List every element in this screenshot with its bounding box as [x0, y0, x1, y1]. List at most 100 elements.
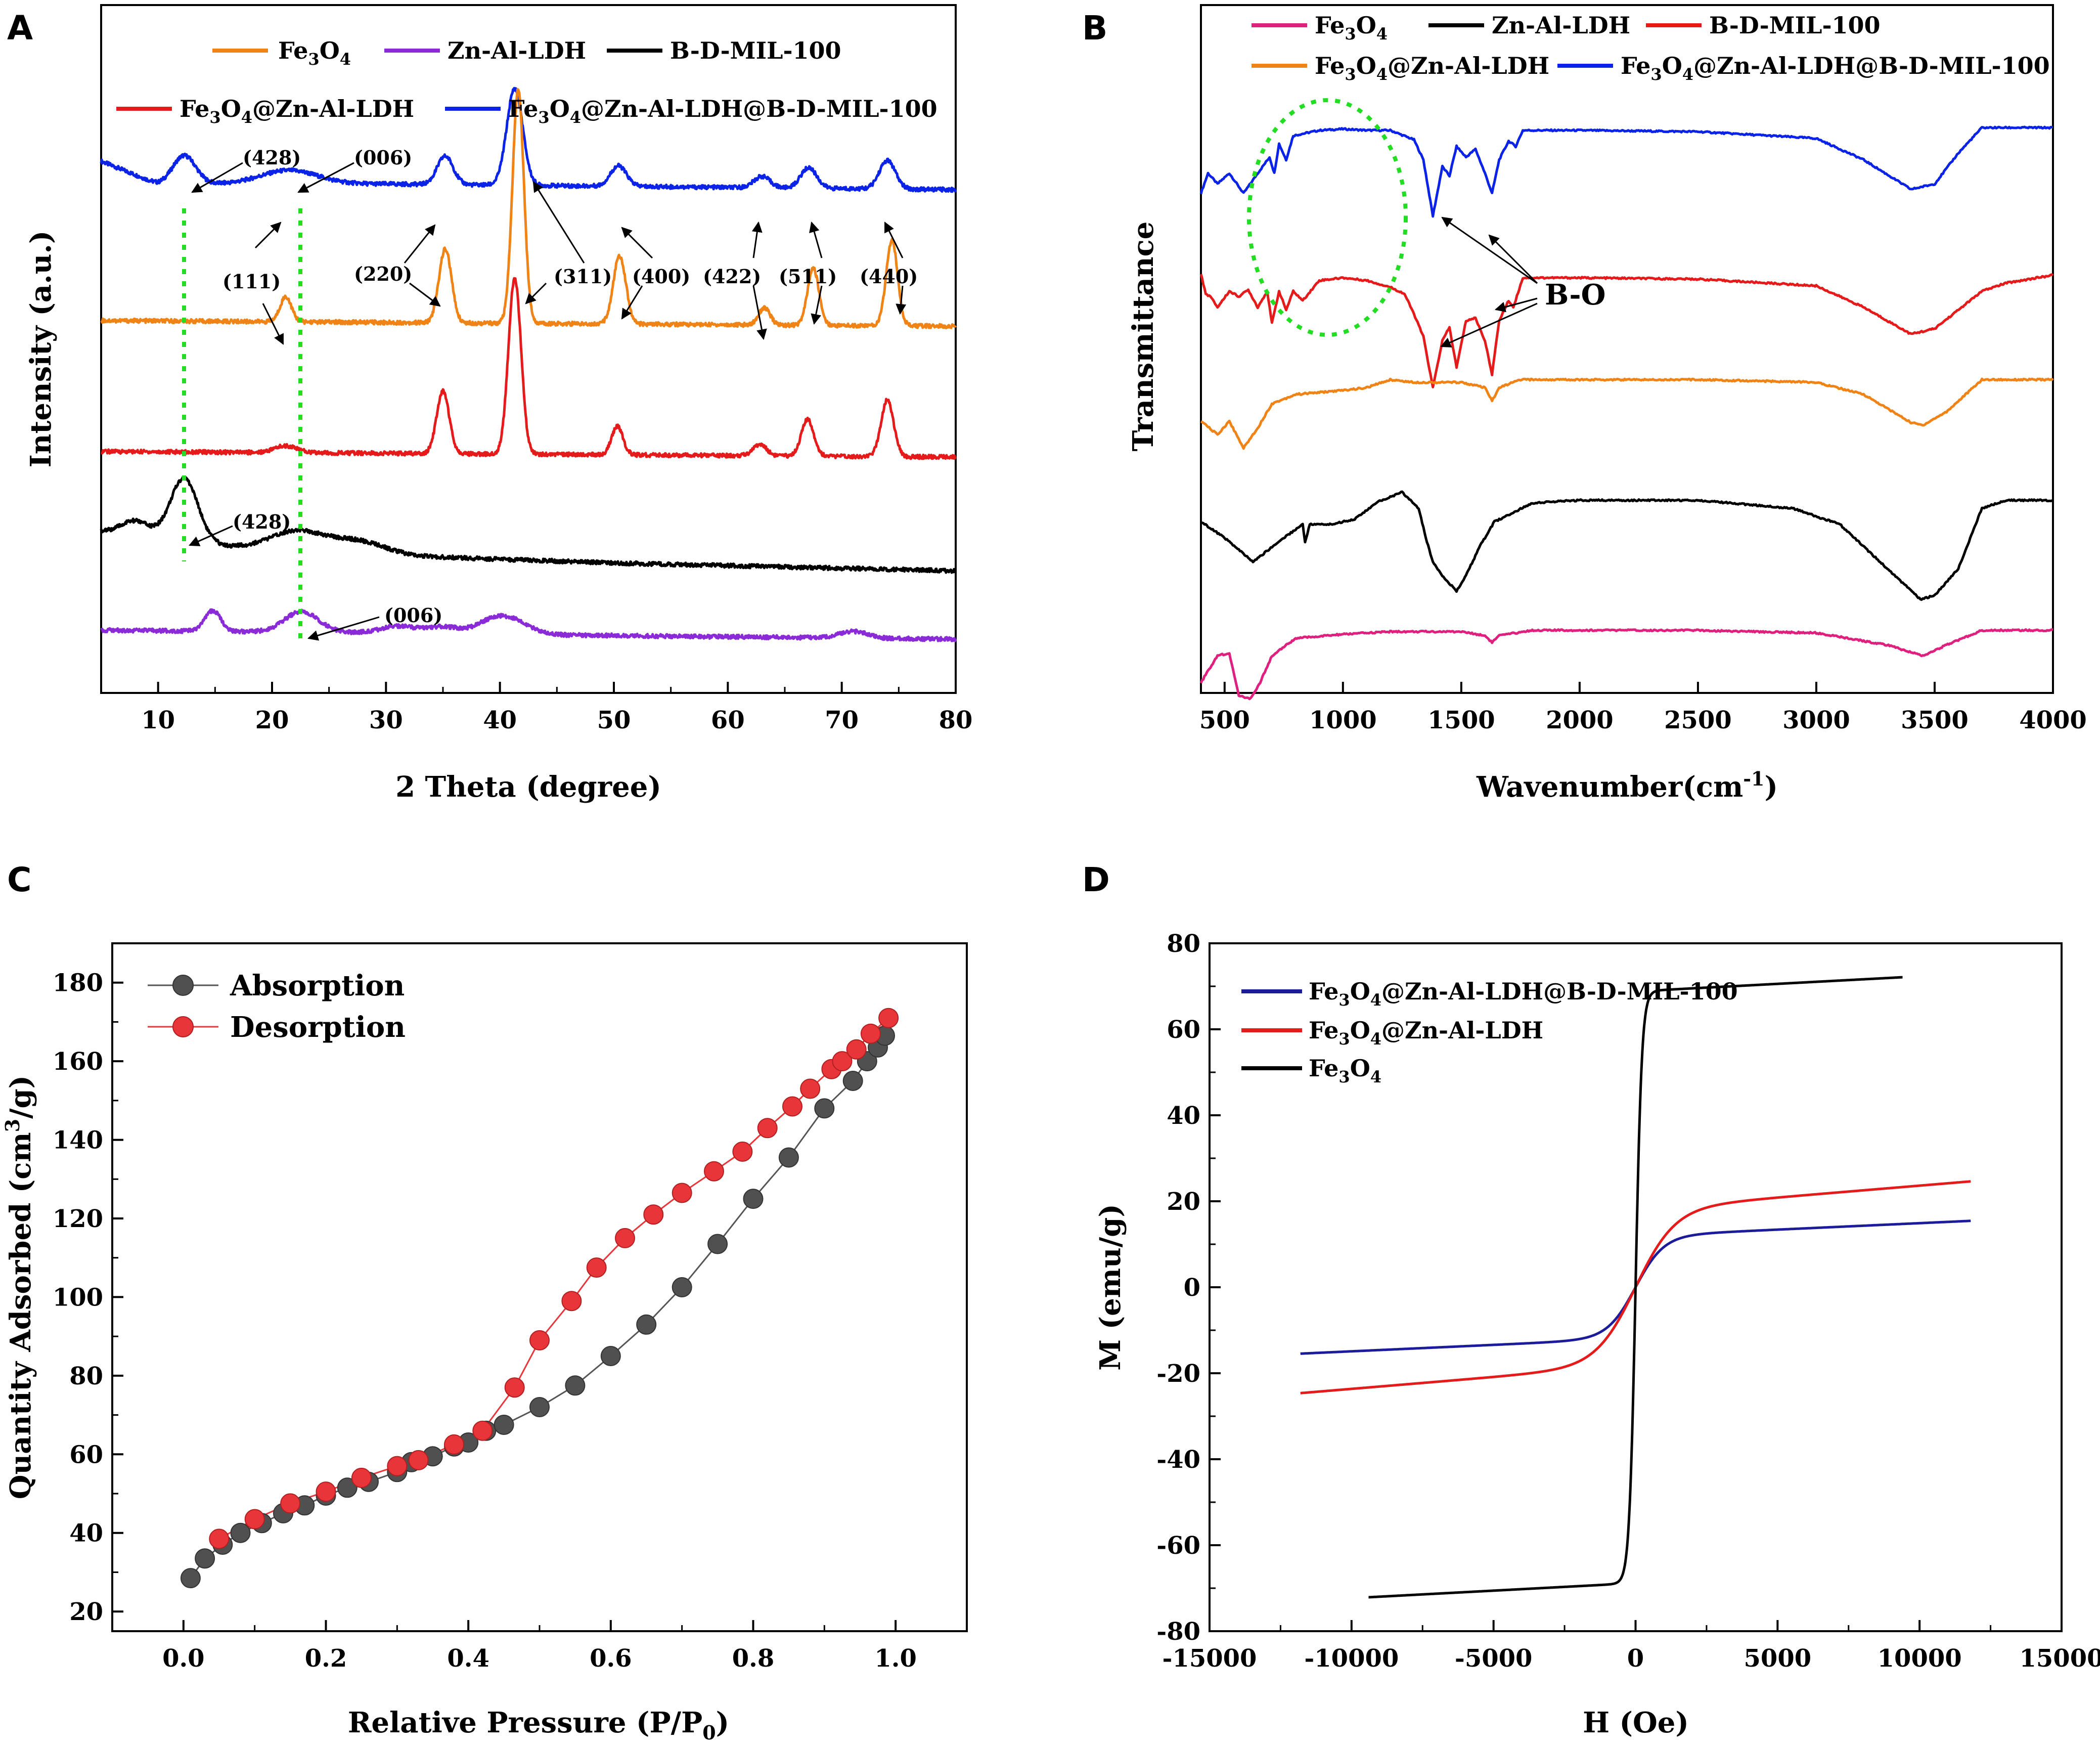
- panel-c-ylabel: Quantity Adsorbed (cm3/g): [1, 1075, 37, 1499]
- series-line: [100, 277, 957, 460]
- data-point: [561, 1291, 582, 1312]
- data-point: [782, 1096, 802, 1117]
- y-tick-label: -40: [1156, 1446, 1200, 1474]
- series-line: [218, 1017, 889, 1540]
- series-line: [1199, 273, 2054, 388]
- x-tick-label: 2000: [1546, 706, 1614, 734]
- data-point: [672, 1183, 692, 1203]
- b-o-arrows: [1440, 216, 1538, 347]
- arrow-422-down: [752, 285, 767, 340]
- x-tick-label: 1.0: [874, 1644, 917, 1673]
- x-tick-label: 2500: [1664, 706, 1732, 734]
- data-point: [444, 1434, 464, 1455]
- arrow-006-ldh: [307, 616, 380, 641]
- data-point: [732, 1141, 753, 1162]
- x-tick-label: 3500: [1901, 706, 1969, 734]
- panel-d-legend: Fe3O4@Zn-Al-LDH@B-D-MIL-100 Fe3O4@Zn-Al-…: [1241, 978, 1738, 1086]
- data-point: [846, 1039, 867, 1060]
- x-tick-label: -5000: [1455, 1644, 1533, 1673]
- series-line: [1199, 628, 2053, 701]
- legend-label-fe3o4-zn-al-ldh: Fe3O4@Zn-Al-LDH: [1309, 1017, 1543, 1049]
- series-line: [100, 88, 957, 330]
- hkl-label: (220): [354, 263, 412, 285]
- arrow-311-up: [532, 181, 585, 264]
- panel-letter-a: A: [7, 9, 33, 48]
- arrow-400-down: [621, 285, 643, 320]
- data-point: [643, 1204, 664, 1225]
- panel-c-legend: Absorption Desorption: [148, 969, 406, 1044]
- data-point: [209, 1529, 230, 1549]
- y-tick-label: 60: [69, 1441, 103, 1469]
- x-tick-label: 4000: [2019, 706, 2087, 734]
- y-tick-label: 100: [53, 1283, 103, 1312]
- legend-label-fe3o4-zn-al-ldh: Fe3O4@Zn-Al-LDH: [180, 95, 414, 127]
- x-tick-label: 80: [939, 706, 973, 734]
- data-point: [743, 1189, 764, 1209]
- b-o-arrow: [1494, 297, 1538, 313]
- hkl-label: (111): [222, 270, 281, 293]
- hkl-label: (428): [243, 146, 301, 169]
- y-tick-label: 80: [69, 1362, 103, 1390]
- x-tick-label: 60: [711, 706, 745, 734]
- legend-label-fe3o4-zn-al-ldh: Fe3O4@Zn-Al-LDH: [1315, 52, 1549, 84]
- y-tick-label: 20: [69, 1598, 103, 1626]
- y-tick-label: -20: [1156, 1360, 1200, 1388]
- legend-label-zn-al-ldh: Zn-Al-LDH: [1492, 12, 1630, 39]
- y-tick-label: 40: [1167, 1102, 1200, 1130]
- x-tick-label: 20: [255, 706, 289, 734]
- series-line: [100, 86, 957, 193]
- series-line: [1200, 490, 2053, 601]
- data-point: [351, 1467, 372, 1488]
- panel-b-legend: Fe3O4 Zn-Al-LDH B-D-MIL-100 Fe3O4@Zn-Al-…: [1252, 12, 2050, 84]
- x-tick-label: -15000: [1163, 1644, 1257, 1673]
- arrow-311-down: [525, 282, 547, 304]
- legend-label-fe3o4: Fe3O4: [278, 37, 351, 69]
- hkl-label: (400): [632, 265, 690, 288]
- arrow-111-down: [262, 303, 284, 345]
- data-point: [814, 1098, 835, 1119]
- data-point: [586, 1257, 607, 1278]
- arrow-428-mil: [189, 525, 233, 546]
- panel-a-legend: Fe3O4 Zn-Al-LDH B-D-MIL-100 Fe3O4@Zn-Al-…: [116, 37, 937, 127]
- panel-b-xlabel: Wavenumber(cm-1): [1476, 767, 1778, 804]
- hkl-label: (440): [860, 265, 918, 288]
- x-tick-label: 0.6: [590, 1644, 632, 1673]
- panel-d-ylabel: M (emu/g): [1094, 1204, 1127, 1371]
- data-point: [757, 1118, 778, 1139]
- data-point: [244, 1509, 265, 1530]
- y-tick-label: 60: [1167, 1016, 1200, 1044]
- panel-b-ticks: 500 1000 1500 2000 2500 3000 3500 4000: [1199, 682, 2087, 734]
- panel-a-annotations: [189, 162, 907, 641]
- panel-b: B 500 1000 1500 2000 2500 3000 3500 4000 Fe3O4 …: [1082, 4, 2087, 804]
- y-tick-label: 40: [69, 1519, 103, 1548]
- legend-label-b-d-mil-100: B-D-MIL-100: [670, 37, 841, 64]
- arrow-440-down: [896, 285, 907, 315]
- panel-letter-d: D: [1082, 860, 1110, 899]
- x-tick-label: 0: [1627, 1644, 1644, 1673]
- data-point: [504, 1377, 525, 1398]
- legend-label-fe3o4-zn-al-ldh-b-d-mil-100: Fe3O4@Zn-Al-LDH@B-D-MIL-100: [1621, 52, 2050, 84]
- panel-d-ticks: -15000 -10000 -5000 0 5000 10000 15000 -80 -60 -4…: [1156, 930, 2100, 1673]
- arrow-440-up: [884, 222, 904, 258]
- data-point: [704, 1161, 724, 1182]
- arrow-220-down: [409, 282, 441, 307]
- data-point: [494, 1415, 514, 1435]
- data-point: [636, 1314, 657, 1335]
- panel-b-lines: [1199, 125, 2054, 701]
- y-tick-label: 180: [53, 969, 103, 997]
- highlight-ellipse: [1247, 98, 1408, 337]
- panel-c: C 0.0 0.2 0.4 0.6 0.8 1.0 20 40 60 80 100 120 140 160…: [1, 860, 968, 1744]
- legend-label-absorption: Absorption: [230, 969, 405, 1002]
- x-tick-label: 30: [369, 706, 403, 734]
- x-tick-label: 50: [597, 706, 631, 734]
- legend-label-fe3o4-zn-al-ldh-b-d-mil-100: Fe3O4@Zn-Al-LDH@B-D-MIL-100: [1309, 978, 1738, 1010]
- hkl-label: (006): [384, 604, 442, 627]
- panel-a-ticks: 10 20 30 40 50 60 70 80: [100, 682, 973, 734]
- series-line: [1200, 377, 2054, 450]
- x-tick-label: 1000: [1309, 706, 1377, 734]
- arrow-220-up: [404, 224, 436, 264]
- legend-label-fe3o4: Fe3O4: [1315, 12, 1388, 43]
- b-o-label: B-O: [1545, 278, 1605, 312]
- series-line: [1199, 125, 2053, 218]
